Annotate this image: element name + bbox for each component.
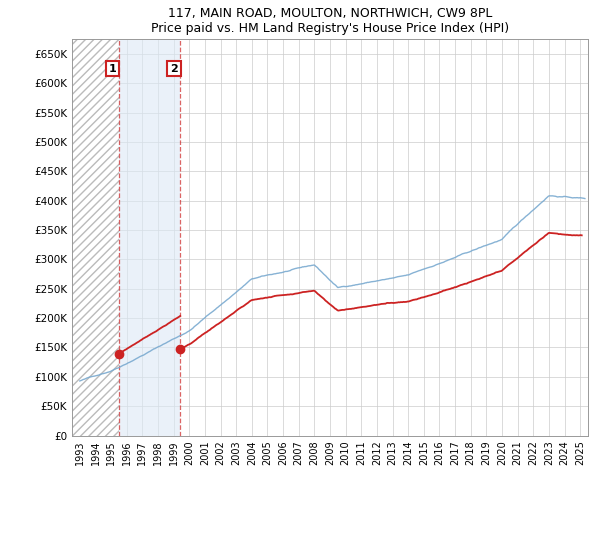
Title: 117, MAIN ROAD, MOULTON, NORTHWICH, CW9 8PL
Price paid vs. HM Land Registry's Ho: 117, MAIN ROAD, MOULTON, NORTHWICH, CW9 … [151,7,509,35]
Bar [119,39,180,436]
Text: 1: 1 [109,63,116,73]
Bar [72,39,119,436]
Text: 2: 2 [170,63,178,73]
